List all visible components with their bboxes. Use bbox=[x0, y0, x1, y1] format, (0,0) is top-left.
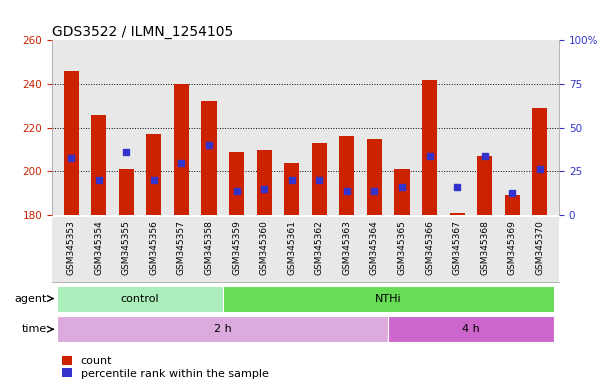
Text: GSM345364: GSM345364 bbox=[370, 220, 379, 275]
Bar bbox=[91, 114, 106, 215]
Text: GSM345365: GSM345365 bbox=[398, 220, 406, 275]
Bar bbox=[532, 108, 547, 215]
Legend: count, percentile rank within the sample: count, percentile rank within the sample bbox=[57, 351, 273, 383]
Text: GSM345356: GSM345356 bbox=[150, 220, 158, 275]
Bar bbox=[339, 136, 354, 215]
Bar bbox=[284, 163, 299, 215]
Bar bbox=[257, 149, 272, 215]
Bar bbox=[202, 101, 217, 215]
Bar bbox=[64, 71, 79, 215]
Bar bbox=[146, 134, 161, 215]
Text: NTHi: NTHi bbox=[375, 293, 401, 304]
Bar bbox=[174, 84, 189, 215]
Text: GSM345370: GSM345370 bbox=[535, 220, 544, 275]
Text: GSM345358: GSM345358 bbox=[205, 220, 213, 275]
Text: control: control bbox=[121, 293, 159, 304]
Bar bbox=[229, 152, 244, 215]
Text: GSM345361: GSM345361 bbox=[287, 220, 296, 275]
Text: GSM345367: GSM345367 bbox=[453, 220, 461, 275]
Text: GSM345359: GSM345359 bbox=[232, 220, 241, 275]
Bar bbox=[450, 213, 465, 215]
Text: GSM345355: GSM345355 bbox=[122, 220, 131, 275]
Bar bbox=[477, 156, 492, 215]
Text: GSM345369: GSM345369 bbox=[508, 220, 517, 275]
Text: GDS3522 / ILMN_1254105: GDS3522 / ILMN_1254105 bbox=[52, 25, 233, 39]
Bar bbox=[119, 169, 134, 215]
Bar bbox=[312, 143, 327, 215]
Text: agent: agent bbox=[15, 293, 47, 304]
Bar bbox=[57, 286, 223, 311]
Text: time: time bbox=[21, 324, 47, 334]
Text: GSM345363: GSM345363 bbox=[342, 220, 351, 275]
Text: GSM345366: GSM345366 bbox=[425, 220, 434, 275]
Bar bbox=[394, 169, 409, 215]
Text: GSM345360: GSM345360 bbox=[260, 220, 269, 275]
Bar bbox=[388, 316, 554, 342]
Bar bbox=[505, 195, 520, 215]
Text: GSM345368: GSM345368 bbox=[480, 220, 489, 275]
Bar bbox=[367, 139, 382, 215]
Bar bbox=[223, 286, 554, 311]
Text: GSM345357: GSM345357 bbox=[177, 220, 186, 275]
Bar bbox=[57, 316, 388, 342]
Text: GSM345354: GSM345354 bbox=[94, 220, 103, 275]
Text: 2 h: 2 h bbox=[214, 324, 232, 334]
Text: 4 h: 4 h bbox=[462, 324, 480, 334]
Bar bbox=[422, 79, 437, 215]
Text: GSM345362: GSM345362 bbox=[315, 220, 324, 275]
Text: GSM345353: GSM345353 bbox=[67, 220, 76, 275]
